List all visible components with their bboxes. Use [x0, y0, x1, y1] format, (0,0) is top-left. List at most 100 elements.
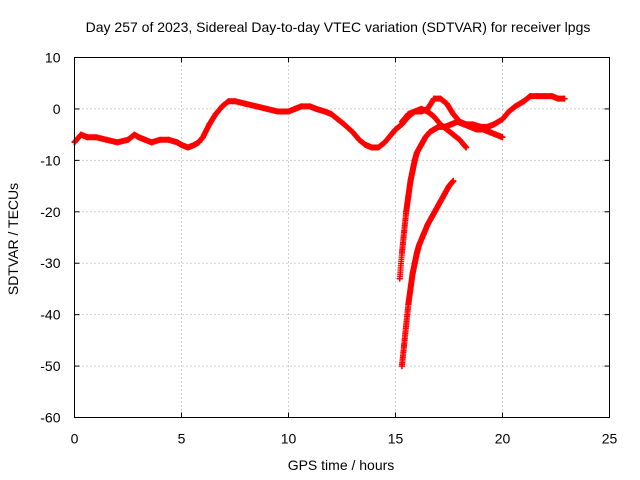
data-point — [219, 103, 226, 110]
data-point — [392, 126, 399, 133]
series-dip-branch-1 — [396, 118, 506, 282]
data-series — [71, 93, 568, 370]
y-tick-label: 0 — [53, 101, 61, 117]
data-point — [561, 95, 568, 102]
data-point — [274, 108, 281, 115]
data-point — [431, 126, 438, 133]
data-point — [157, 136, 164, 143]
y-tick-label: -60 — [40, 410, 60, 426]
data-point — [199, 134, 206, 141]
data-point — [103, 136, 110, 143]
data-point — [148, 139, 155, 146]
data-point — [291, 105, 298, 112]
data-point — [411, 157, 418, 164]
data-point — [433, 206, 440, 213]
data-point — [456, 136, 463, 143]
data-point — [413, 149, 420, 156]
data-point — [298, 103, 305, 110]
data-point — [77, 131, 84, 138]
data-point — [405, 193, 412, 200]
data-point — [424, 108, 431, 115]
y-tick-label: -40 — [40, 307, 60, 323]
data-point — [388, 131, 395, 138]
data-point — [398, 118, 405, 125]
data-point — [405, 301, 412, 308]
data-point — [437, 198, 444, 205]
data-point — [334, 116, 341, 123]
data-point — [356, 136, 363, 143]
data-point — [527, 93, 534, 100]
data-point — [467, 123, 474, 130]
data-point — [375, 144, 382, 151]
data-point — [84, 134, 91, 141]
data-point — [285, 108, 292, 115]
data-point — [450, 131, 457, 138]
data-point — [460, 121, 467, 128]
data-point — [431, 95, 438, 102]
data-point — [403, 208, 410, 215]
data-point — [409, 167, 416, 174]
x-tick-label: 0 — [71, 431, 79, 447]
data-point — [486, 129, 493, 136]
series-upper-branch — [398, 105, 470, 151]
data-point — [431, 113, 438, 120]
x-tick-label: 10 — [281, 431, 297, 447]
data-point — [505, 108, 512, 115]
data-point — [165, 136, 172, 143]
data-point — [191, 141, 198, 148]
data-point — [480, 126, 487, 133]
data-point — [135, 134, 142, 141]
data-point — [253, 103, 260, 110]
data-point — [362, 141, 369, 148]
y-tick-label: 10 — [45, 50, 61, 66]
data-point — [195, 139, 202, 146]
data-point — [490, 121, 497, 128]
data-point — [264, 105, 271, 112]
data-point — [407, 285, 414, 292]
data-point — [542, 93, 549, 100]
data-point — [443, 100, 450, 107]
data-point — [381, 139, 388, 146]
y-tick-label: -20 — [40, 204, 60, 220]
data-point — [349, 129, 356, 136]
data-point — [212, 111, 219, 118]
data-point — [450, 177, 457, 184]
data-point — [405, 111, 412, 118]
y-tick-label: -50 — [40, 358, 60, 374]
data-point — [401, 342, 408, 349]
data-point — [92, 134, 99, 141]
data-point — [499, 134, 506, 141]
data-point — [450, 111, 457, 118]
data-point — [398, 363, 405, 370]
data-point — [422, 134, 429, 141]
data-point — [341, 121, 348, 128]
data-point — [413, 249, 420, 256]
data-point — [206, 121, 213, 128]
data-point — [321, 108, 328, 115]
data-point — [232, 98, 238, 105]
data-point — [225, 98, 232, 105]
data-point — [174, 139, 181, 146]
data-point — [420, 231, 427, 238]
data-point — [114, 139, 121, 146]
data-point — [533, 93, 540, 100]
data-point — [499, 116, 506, 123]
data-point — [407, 177, 414, 184]
x-tick-label: 20 — [495, 431, 511, 447]
series-dip-branch-2 — [398, 177, 457, 370]
data-point — [242, 100, 249, 107]
data-point — [418, 141, 425, 148]
data-point — [401, 229, 408, 236]
y-tick-label: -10 — [40, 152, 60, 168]
data-point — [396, 275, 403, 282]
data-point — [454, 118, 461, 125]
data-point — [131, 131, 138, 138]
data-point — [125, 136, 131, 143]
axes: 0 5 10 15 20 25 10 0 -10 -20 -30 -40 -50 -60 — [40, 50, 617, 447]
data-point — [398, 249, 405, 256]
data-point — [411, 108, 418, 115]
data-point — [548, 93, 555, 100]
x-tick-label: 5 — [178, 431, 186, 447]
data-point — [441, 190, 448, 197]
